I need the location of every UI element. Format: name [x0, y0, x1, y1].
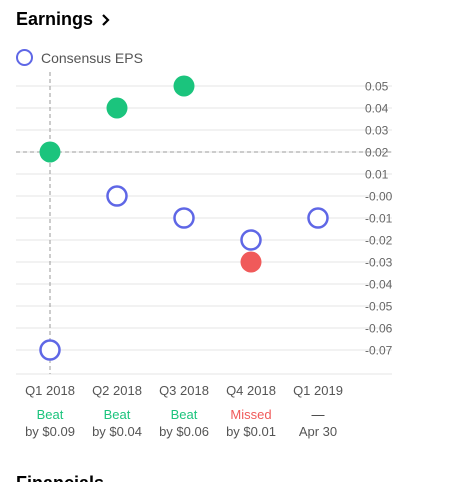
result-label: Beat: [103, 407, 131, 422]
quarter-label: Q4 2018: [226, 383, 276, 398]
legend-label: Consensus EPS: [41, 49, 143, 66]
consensus-eps-point: [173, 207, 195, 229]
quarter-column: Q1 2018 Beat by $0.09: [10, 382, 90, 440]
result-detail: by $0.09: [25, 424, 75, 439]
y-tick-label: 0.03: [365, 124, 389, 138]
result-label: Missed: [230, 407, 272, 422]
quarter-label: Q1 2019: [293, 383, 343, 398]
section-header[interactable]: Earnings: [16, 9, 113, 30]
actual-eps-point: [39, 141, 61, 163]
consensus-eps-point: [106, 185, 128, 207]
y-tick-label: -0.01: [365, 212, 393, 226]
y-tick-label: 0.04: [365, 102, 389, 116]
quarter-column: Q4 2018 Missed by $0.01: [211, 382, 291, 440]
financials-heading: Financials: [16, 473, 104, 482]
consensus-legend-marker: [16, 49, 33, 66]
result-detail: by $0.06: [159, 424, 209, 439]
result-detail: Apr 30: [298, 424, 338, 439]
y-tick-label: -0.03: [365, 256, 393, 270]
y-tick-label: -0.05: [365, 300, 393, 314]
actual-eps-point: [173, 75, 195, 97]
actual-eps-point: [240, 251, 262, 273]
result-label: Beat: [36, 407, 64, 422]
result-detail: by $0.04: [92, 424, 142, 439]
chevron-right-icon[interactable]: [99, 13, 113, 27]
actual-eps-point: [106, 97, 128, 119]
y-tick-label: -0.02: [365, 234, 393, 248]
y-tick-label: 0.01: [365, 168, 389, 182]
chart-legend: Consensus EPS: [16, 49, 143, 66]
quarter-columns: Q1 2018 Beat by $0.09 Q2 2018 Beat by $0…: [0, 382, 463, 452]
quarter-column: Q1 2019 — Apr 30: [278, 382, 358, 440]
result-detail: by $0.01: [226, 424, 276, 439]
quarter-column: Q2 2018 Beat by $0.04: [77, 382, 157, 440]
section-title: Earnings: [16, 9, 94, 29]
consensus-eps-point: [240, 229, 262, 251]
result-label: Beat: [170, 407, 198, 422]
quarter-label: Q1 2018: [25, 383, 75, 398]
y-tick-label: 0.05: [365, 80, 389, 94]
y-tick-label: -0.04: [365, 278, 393, 292]
earnings-chart: 0.050.040.030.020.01-0.00-0.01-0.02-0.03…: [16, 72, 393, 375]
consensus-eps-point: [39, 339, 61, 361]
quarter-label: Q3 2018: [159, 383, 209, 398]
quarter-label: Q2 2018: [92, 383, 142, 398]
result-label: —: [311, 407, 325, 422]
y-tick-label: -0.00: [365, 190, 393, 204]
quarter-column: Q3 2018 Beat by $0.06: [144, 382, 224, 440]
consensus-eps-point: [307, 207, 329, 229]
y-tick-label: -0.06: [365, 322, 393, 336]
y-tick-label: -0.07: [365, 344, 393, 358]
